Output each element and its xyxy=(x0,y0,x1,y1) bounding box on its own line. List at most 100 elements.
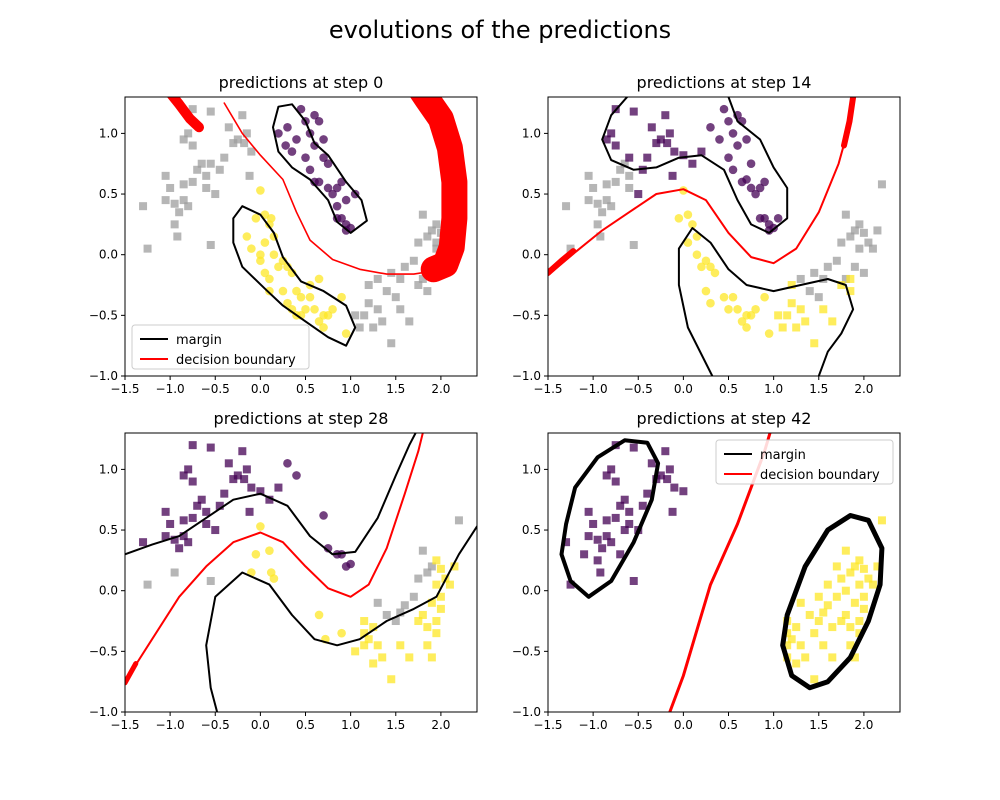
decision-boundary-contour xyxy=(166,97,204,133)
scatter-point-circle xyxy=(733,141,742,150)
scatter-point-square xyxy=(445,580,454,589)
x-tick-label: −1.5 xyxy=(110,718,139,732)
scatter-point-square xyxy=(796,598,805,607)
scatter-point-square xyxy=(432,220,441,229)
scatter-point-circle xyxy=(274,129,283,138)
x-tick-label: 1.5 xyxy=(809,718,828,732)
scatter-point-square xyxy=(274,483,283,492)
x-tick-label: 2.0 xyxy=(854,718,873,732)
scatter-point-square xyxy=(796,641,805,650)
scatter-point-square xyxy=(175,208,184,217)
scatter-point-square xyxy=(170,568,179,577)
scatter-point-square xyxy=(792,659,801,668)
scatter-point-square xyxy=(387,268,396,277)
legend-box xyxy=(715,439,894,485)
scatter-point-square xyxy=(611,177,620,186)
scatter-point-square xyxy=(215,501,224,510)
scatter-point-circle xyxy=(292,286,301,296)
scatter-point-circle xyxy=(292,471,301,480)
scatter-point-square xyxy=(391,617,400,626)
scatter-point-square xyxy=(418,546,427,555)
scatter-point-square xyxy=(620,495,629,504)
scatter-point-square xyxy=(369,323,378,332)
scatter-point-square xyxy=(414,617,423,626)
legend-label: decision boundary xyxy=(176,353,296,368)
scatter-point-square xyxy=(432,629,441,638)
scatter-point-square xyxy=(202,519,211,528)
scatter-point-circle xyxy=(706,262,715,272)
legend: margin decision boundary xyxy=(715,439,894,485)
scatter-point-square xyxy=(611,141,620,150)
scatter-point-square xyxy=(796,274,805,283)
margin-contour xyxy=(205,525,477,712)
scatter-point-circle xyxy=(328,304,337,314)
scatter-point-square xyxy=(598,544,607,553)
scatter-point-square xyxy=(233,135,242,144)
scatter-point-square xyxy=(423,287,432,296)
scatter-point-circle xyxy=(323,311,333,320)
scatter-point-square xyxy=(697,147,706,156)
scatter-point-circle xyxy=(292,135,301,144)
scatter-point-square xyxy=(850,226,859,235)
scatter-point-square xyxy=(562,202,571,211)
scatter-point-square xyxy=(607,538,616,547)
scatter-point-square xyxy=(828,623,837,632)
scatter-point-square xyxy=(859,604,868,613)
scatter-point-square xyxy=(620,159,629,168)
scatter-point-square xyxy=(355,323,364,332)
scatter-point-circle xyxy=(296,292,306,302)
scatter-point-square xyxy=(864,574,873,583)
scatter-point-square xyxy=(855,580,864,589)
scatter-point-square xyxy=(607,129,616,138)
x-tick-label: −1.5 xyxy=(533,382,562,396)
scatter-point-square xyxy=(647,459,656,468)
x-tick-label: 1.0 xyxy=(341,382,360,396)
y-tick-label: 1.0 xyxy=(522,126,541,140)
scatter-point-square xyxy=(184,202,193,211)
scatter-point-circle xyxy=(760,292,769,302)
scatter-point-circle xyxy=(706,298,715,308)
margin-contour xyxy=(601,97,789,234)
axes-frame xyxy=(124,96,478,377)
scatter-point-square xyxy=(188,141,197,150)
scatter-point-square xyxy=(837,238,846,247)
scatter-point-square xyxy=(247,483,256,492)
scatter-point-square xyxy=(206,159,215,168)
scatter-point-circle xyxy=(719,104,729,114)
y-tick-label: 0.0 xyxy=(522,248,541,262)
scatter-point-square xyxy=(373,598,382,607)
scatter-point-square xyxy=(396,641,405,650)
scatter-point-circle xyxy=(256,186,265,195)
scatter-point-circle xyxy=(755,214,765,223)
scatter-point-circle xyxy=(314,116,324,126)
subplot-0: predictions at step 0−1.5 −1.0 −0.5 0.0 0.5 1… xyxy=(89,73,478,396)
scatter-point-square xyxy=(364,635,373,644)
scatter-point-square xyxy=(801,317,810,326)
scatter-point-square xyxy=(427,226,436,235)
scatter-group-unlabeled xyxy=(139,105,463,348)
scatter-point-circle xyxy=(301,153,310,162)
y-tick-label: 1.0 xyxy=(99,462,118,476)
margin-contour xyxy=(232,205,357,347)
y-tick-label: −0.5 xyxy=(512,308,541,322)
scatter-point-square xyxy=(584,171,593,180)
scatter-point-square xyxy=(360,629,369,638)
scatter-point-square xyxy=(859,268,868,277)
scatter-point-square xyxy=(616,550,625,559)
scatter-group-class1 xyxy=(783,516,886,684)
scatter-point-square xyxy=(247,147,256,156)
scatter-point-circle xyxy=(328,189,337,199)
scatter-point-circle xyxy=(688,220,697,229)
decision-boundary-contour xyxy=(125,433,424,683)
x-tick-label: 1.0 xyxy=(341,718,360,732)
scatter-point-circle xyxy=(314,317,324,326)
scatter-point-square xyxy=(855,556,864,565)
scatter-point-circle xyxy=(728,292,738,302)
x-tick-label: 1.5 xyxy=(386,718,405,732)
scatter-point-square xyxy=(819,641,828,650)
scatter-point-square xyxy=(602,532,611,541)
scatter-point-square xyxy=(427,562,436,571)
scatter-point-circle xyxy=(341,329,351,338)
scatter-point-circle xyxy=(323,159,333,169)
